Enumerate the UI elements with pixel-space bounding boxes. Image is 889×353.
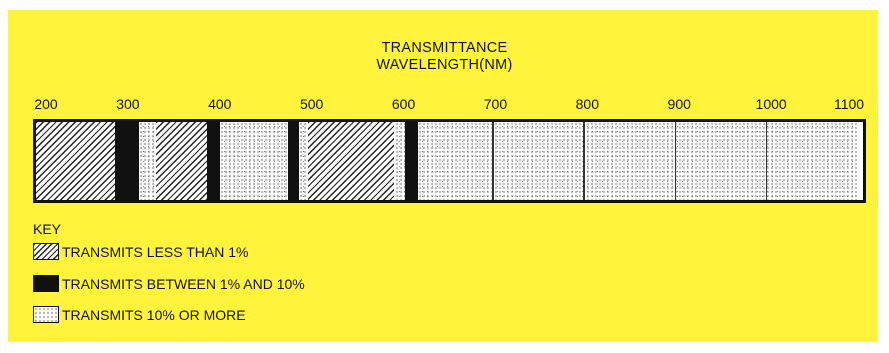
tick-label-800: 800	[575, 96, 600, 112]
swatch-between-1-and-10pct	[33, 275, 59, 292]
band-low-200-287	[36, 122, 116, 200]
key-label-between-1-and-10pct: TRANSMITS BETWEEN 1% AND 10%	[62, 276, 305, 292]
swatch-10pct-or-more	[33, 306, 59, 323]
tick-label-600: 600	[391, 96, 416, 112]
tick-label-400: 400	[208, 96, 232, 112]
band-divider-700	[492, 122, 494, 200]
band-mid-476-488	[287, 122, 299, 200]
band-low-498-593	[307, 122, 395, 200]
band-high-619-1100	[418, 122, 857, 200]
band-mid-387-402	[206, 122, 221, 200]
figure-title: TRANSMITTANCE	[381, 40, 508, 56]
axis-title: WAVELENGTH(NM)	[376, 57, 513, 73]
key-label-less-than-1pct: TRANSMITS LESS THAN 1%	[62, 244, 249, 260]
band-high-488-498	[298, 122, 308, 200]
tick-label-200: 200	[34, 96, 58, 112]
key-title: KEY	[33, 221, 62, 237]
band-mid-605-619	[405, 122, 419, 200]
band-divider-900	[674, 122, 677, 200]
band-divider-1000	[765, 122, 768, 200]
band-low-332-387	[156, 122, 207, 200]
key-label-10pct-or-more: TRANSMITS 10% OR MORE	[62, 307, 246, 323]
tick-label-1000: 1000	[755, 96, 787, 112]
swatch-less-than-1pct	[33, 243, 59, 260]
band-high-402-476	[220, 122, 288, 200]
tick-label-1100: 1100	[833, 96, 865, 112]
transmittance-spectrum-bar	[33, 119, 866, 203]
band-high-313-332	[139, 122, 157, 200]
band-mid-287-313	[115, 122, 140, 200]
tick-label-900: 900	[667, 96, 691, 112]
band-divider-800	[583, 122, 585, 200]
tick-label-700: 700	[483, 96, 508, 112]
band-high-593-605	[394, 122, 406, 200]
tick-label-300: 300	[116, 96, 140, 112]
tick-label-500: 500	[299, 96, 324, 112]
